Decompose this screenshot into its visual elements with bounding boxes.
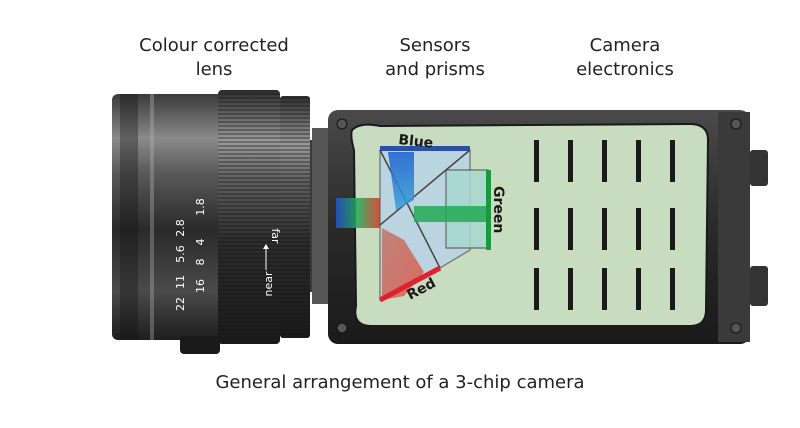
connector-top (750, 150, 768, 186)
chip (602, 140, 607, 182)
blue-sensor (380, 146, 470, 151)
chip (568, 268, 573, 310)
electronics-label-line2: electronics (576, 59, 674, 80)
chip (602, 268, 607, 310)
screw-icon (730, 322, 742, 334)
screw-icon (336, 322, 348, 334)
lens-mount-flange (312, 128, 330, 304)
lens-label: Colour corrected lens (108, 34, 320, 82)
electronics-label-line1: Camera (589, 35, 661, 56)
camera-body: Blue Green Red (328, 110, 768, 344)
chip (670, 140, 675, 182)
diagram-caption: General arrangement of a 3-chip camera (215, 372, 585, 393)
prism-split-line-2 (379, 149, 471, 226)
electronics-label: Camera electronics (550, 34, 700, 82)
chip (568, 140, 573, 182)
scale-value-4: 4 (194, 239, 207, 246)
lens-lock-screw (180, 336, 220, 354)
scale-far: far (269, 228, 282, 244)
lens: far near 1.8 2.8 4 5.6 8 11 16 22 (112, 90, 310, 354)
sensors-label: Sensors and prisms (365, 34, 505, 82)
chip (670, 268, 675, 310)
chip (534, 268, 539, 310)
rear-panel (718, 112, 750, 342)
sensors-label-line1: Sensors (399, 35, 471, 56)
chip (636, 208, 641, 250)
chip (636, 268, 641, 310)
scale-value-16: 16 (194, 279, 207, 293)
lens-label-line1: Colour corrected (139, 35, 289, 56)
blue-light-path (388, 152, 414, 210)
green-sensor-label: Green (490, 186, 506, 233)
red-sensor (378, 265, 442, 303)
green-sensor (486, 170, 491, 250)
scale-value-5-6: 5.6 (174, 245, 187, 263)
chip (534, 208, 539, 250)
green-light-path (414, 206, 486, 222)
electronics-chips (534, 140, 675, 310)
chip (636, 140, 641, 182)
scale-value-22: 22 (174, 297, 187, 311)
incoming-light-beam (336, 198, 380, 228)
sensors-label-line2: and prisms (385, 59, 485, 80)
lens-barrel (112, 94, 224, 340)
scale-value-11: 11 (174, 275, 187, 289)
chip (670, 208, 675, 250)
connector-bottom (750, 266, 768, 306)
lens-front-shadow (120, 94, 138, 340)
lens-label-line2: lens (195, 59, 233, 80)
screw-icon (336, 118, 348, 130)
scale-near: near (262, 271, 275, 296)
scale-value-1-8: 1.8 (194, 198, 207, 216)
scale-value-8: 8 (194, 259, 207, 266)
lens-highlight (150, 94, 154, 340)
prism-split-line (379, 149, 441, 269)
focus-ring-knurl (218, 90, 280, 344)
chip (534, 140, 539, 182)
blue-sensor-label: Blue (398, 132, 434, 152)
chip (602, 208, 607, 250)
scale-arrow-head (263, 244, 269, 249)
aperture-ring-knurl (280, 96, 310, 338)
chip (568, 208, 573, 250)
scale-value-2-8: 2.8 (174, 219, 187, 237)
screw-icon (730, 118, 742, 130)
